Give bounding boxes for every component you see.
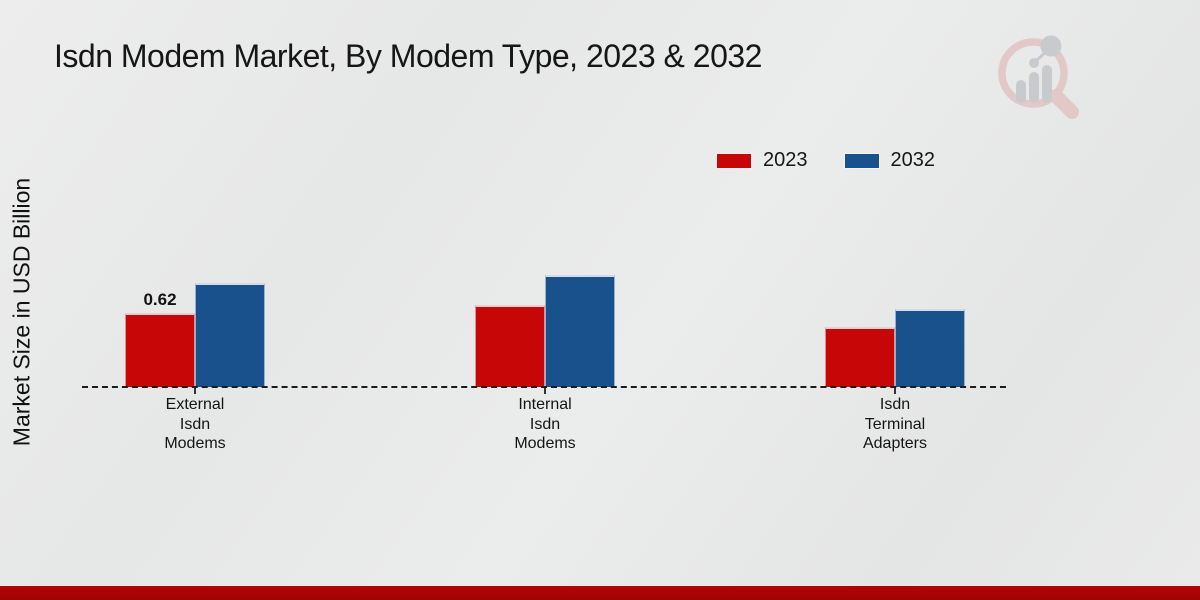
footer-red-strip: [0, 586, 1200, 600]
category-label-2: Isdn Terminal Adapters: [862, 396, 928, 452]
legend-swatch-icon: [716, 152, 752, 169]
logo-bar-small-icon: [1016, 80, 1026, 103]
chart-title: Isdn Modem Market, By Modem Type, 2023 &…: [54, 38, 762, 74]
x-axis-tick: [544, 388, 546, 394]
logo-bar-tall-icon: [1042, 65, 1052, 103]
x-axis-baseline: [82, 386, 1006, 388]
magnifier-handle-icon: [1049, 89, 1079, 119]
legend-item-2023: 2023: [716, 149, 808, 172]
bar-2023-0: [125, 313, 195, 387]
magnifier-ring-icon: [998, 38, 1068, 108]
legend-item-2032: 2032: [843, 149, 936, 172]
category-label-1: Internal Isdn Modems: [514, 396, 576, 452]
bar-2032-1: [545, 275, 615, 387]
x-axis-tick: [194, 388, 196, 394]
logo-trend-big-dot-icon: [1040, 35, 1062, 57]
category-label-0: External Isdn Modems: [164, 396, 226, 452]
legend-label: 2032: [890, 149, 936, 171]
y-axis-label: Market Size in USD Billion: [8, 177, 35, 447]
x-axis-tick: [894, 388, 896, 394]
logo-bar-medium-icon: [1029, 72, 1039, 103]
bar-2032-0: [195, 283, 265, 387]
market-research-future-logo-icon: [998, 35, 1079, 119]
bar-2023-1: [475, 305, 545, 387]
bar-2023-2: [825, 327, 895, 387]
legend-label: 2023: [763, 149, 808, 171]
legend-swatch-icon: [843, 152, 880, 169]
logo-trend-dot-icon: [1029, 58, 1039, 68]
bar-value-label: 0.62: [143, 290, 177, 309]
bar-2032-2: [895, 309, 965, 387]
legend: 2023 2032: [716, 149, 935, 172]
